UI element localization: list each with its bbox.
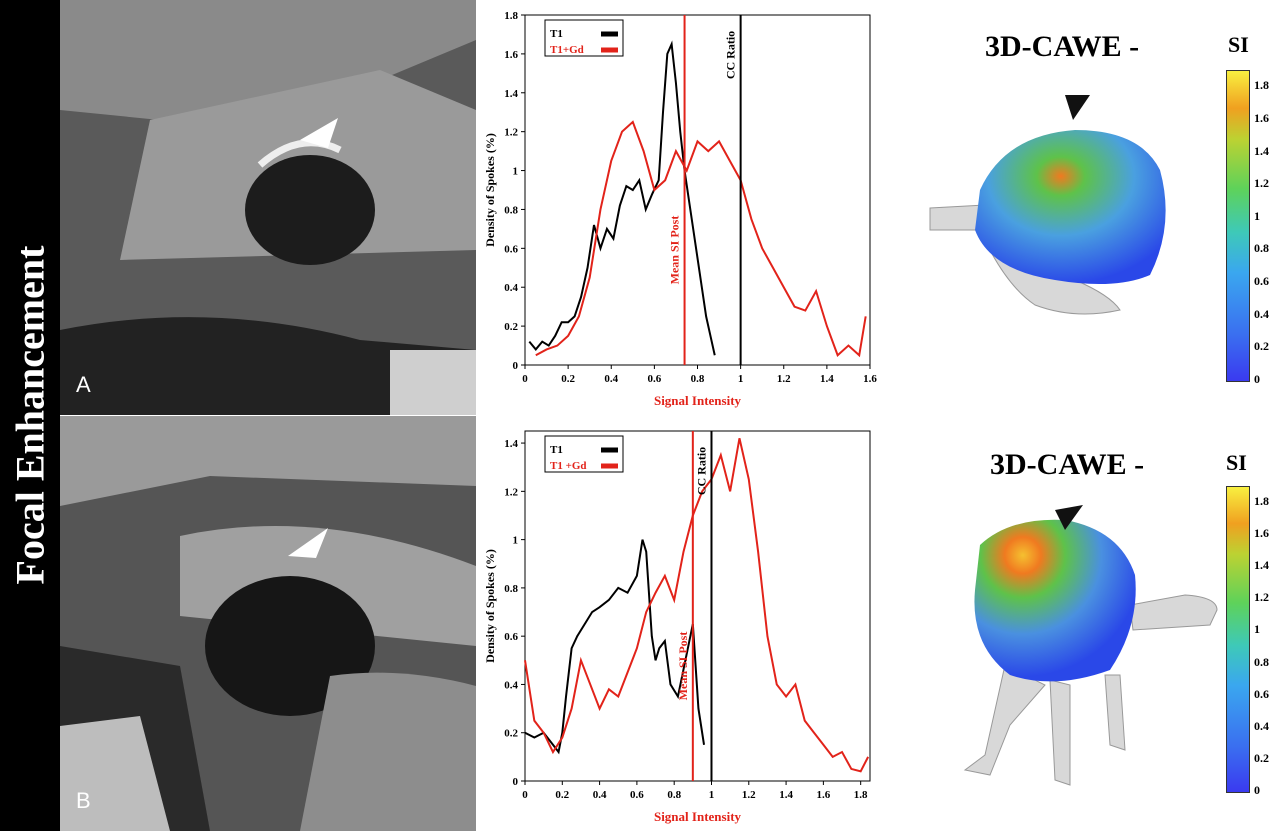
y-tick-label: 1.2 — [504, 486, 518, 498]
colorbar-tick-label: 0.8 — [1254, 241, 1269, 256]
cawe-title-b: 3D-CAWE - — [990, 448, 1145, 481]
x-tick-label: 0.4 — [604, 373, 618, 385]
y-tick-label: 0 — [513, 360, 519, 372]
vline-label: Mean SI Post — [676, 632, 690, 701]
colorbar-tick-label: 1.6 — [1254, 526, 1269, 541]
y-tick-label: 1 — [513, 535, 519, 547]
mri-image-b: B — [60, 416, 476, 831]
y-tick-label: 0.6 — [504, 243, 518, 255]
chart-a: 0 0.2 0.4 0.6 0.8 1 1.2 1.4 1.6 0 0.2 0.4 0.6 0.8 1 1.2… — [483, 10, 877, 408]
colorbar-tick-label: 1.8 — [1254, 494, 1269, 509]
aneurysm-model-a — [929, 95, 1166, 315]
colorbar-tick-label: 1.4 — [1254, 143, 1269, 158]
x-tick-label: 1.8 — [854, 789, 868, 801]
series-line-t1 — [528, 40, 716, 356]
side-label: Focal Enhancement — [7, 245, 53, 585]
x-tick-label: 0.2 — [561, 373, 575, 385]
colorbar-a — [1226, 70, 1250, 382]
x-tick-label: 0.6 — [648, 373, 662, 385]
si-label-b: SI — [1226, 450, 1247, 475]
x-tick-label: 1.4 — [779, 789, 793, 801]
x-tick-label: 0.6 — [630, 789, 644, 801]
y-axis-label: Density of Spokes (%) — [483, 549, 497, 663]
colorbar-tick-label: 0.4 — [1254, 718, 1269, 733]
colorbar-tick-label: 0 — [1254, 783, 1260, 797]
y-tick-label: 0.2 — [504, 321, 518, 333]
x-axis-label: Signal Intensity — [654, 393, 742, 408]
x-tick-label: 0.4 — [593, 789, 607, 801]
colorbar-tick-label: 0.6 — [1254, 686, 1269, 701]
mri-a-graphic — [60, 0, 476, 415]
y-tick-label: 1.8 — [504, 10, 518, 22]
colorbar-tick-label: 0.4 — [1254, 306, 1269, 321]
colorbar-tick-label: 0 — [1254, 372, 1260, 386]
arrowhead-icon — [300, 118, 338, 148]
mri-b-graphic — [60, 416, 476, 831]
colorbar-tick-label: 1 — [1254, 208, 1260, 223]
colorbar-tick-label: 0.2 — [1254, 339, 1269, 354]
colorbar-tick-label: 0.6 — [1254, 274, 1269, 289]
vline-label: CC Ratio — [694, 447, 708, 495]
si-label-a: SI — [1228, 32, 1249, 57]
legend: T1 T1+Gd — [544, 19, 624, 57]
chart-b: 0 0.2 0.4 0.6 0.8 1 1.2 1.4 1.6 1.8 0 0.2 0.4 0.6 0.8 1… — [483, 430, 871, 824]
vline-label: CC Ratio — [724, 31, 738, 79]
panel-letter-b: B — [76, 788, 91, 813]
y-tick-label: 1.6 — [504, 49, 518, 61]
vline-label: Mean SI Post — [668, 216, 682, 285]
x-tick-label: 1 — [738, 373, 744, 385]
arrowhead-icon — [1065, 95, 1090, 120]
series-line-t1--gd — [524, 438, 870, 773]
x-tick-label: 1.2 — [777, 373, 791, 385]
colorbar-tick-label: 0.8 — [1254, 654, 1269, 669]
y-tick-label: 0.8 — [504, 204, 518, 216]
x-tick-label: 0 — [522, 373, 528, 385]
colorbar-tick-label: 1.8 — [1254, 78, 1269, 93]
colorbar-tick-label: 1.4 — [1254, 558, 1269, 573]
legend-label: T1+Gd — [550, 44, 584, 56]
legend-label: T1 — [550, 28, 563, 40]
x-tick-label: 1.6 — [817, 789, 831, 801]
x-tick-label: 0.8 — [691, 373, 705, 385]
y-tick-label: 0.4 — [504, 282, 518, 294]
cawe-title-a: 3D-CAWE - — [985, 30, 1140, 63]
y-tick-label: 1.4 — [504, 438, 518, 450]
aneurysm-model-b — [963, 505, 1218, 786]
y-axis-label: Density of Spokes (%) — [483, 133, 497, 247]
x-tick-label: 1.2 — [742, 789, 756, 801]
x-tick-label: 1.6 — [863, 373, 877, 385]
x-tick-label: 0 — [522, 789, 528, 801]
y-tick-label: 0.8 — [504, 583, 518, 595]
x-tick-label: 0.8 — [667, 789, 681, 801]
panel-letter-a: A — [76, 372, 91, 397]
x-tick-label: 1.4 — [820, 373, 834, 385]
side-label-bar: Focal Enhancement — [0, 0, 60, 831]
legend-label: T1 — [550, 444, 563, 456]
y-tick-label: 0 — [513, 776, 519, 788]
y-tick-label: 0.6 — [504, 631, 518, 643]
plot-area — [524, 430, 871, 782]
arrowhead-icon — [1055, 505, 1083, 530]
y-tick-label: 0.2 — [504, 728, 518, 740]
series-line-t1-gd — [535, 120, 867, 358]
series-line-t1 — [524, 539, 706, 755]
colorbar-tick-label: 1.2 — [1254, 176, 1269, 191]
colorbar-tick-label: 1.6 — [1254, 110, 1269, 125]
arrowhead-icon — [288, 528, 328, 558]
x-axis-label: Signal Intensity — [654, 809, 742, 824]
y-tick-label: 1 — [513, 166, 519, 178]
y-tick-label: 1.4 — [504, 88, 518, 100]
colorbar-tick-label: 0.2 — [1254, 750, 1269, 765]
legend: T1 T1 +Gd — [544, 435, 624, 473]
x-tick-label: 0.2 — [555, 789, 569, 801]
y-tick-label: 0.4 — [504, 679, 518, 691]
colorbar-b — [1226, 486, 1250, 793]
mri-image-a: A — [60, 0, 476, 415]
colorbar-tick-label: 1 — [1254, 622, 1260, 637]
y-tick-label: 1.2 — [504, 127, 518, 139]
x-tick-label: 1 — [709, 789, 715, 801]
colorbar-tick-label: 1.2 — [1254, 590, 1269, 605]
legend-label: T1 +Gd — [550, 460, 587, 472]
